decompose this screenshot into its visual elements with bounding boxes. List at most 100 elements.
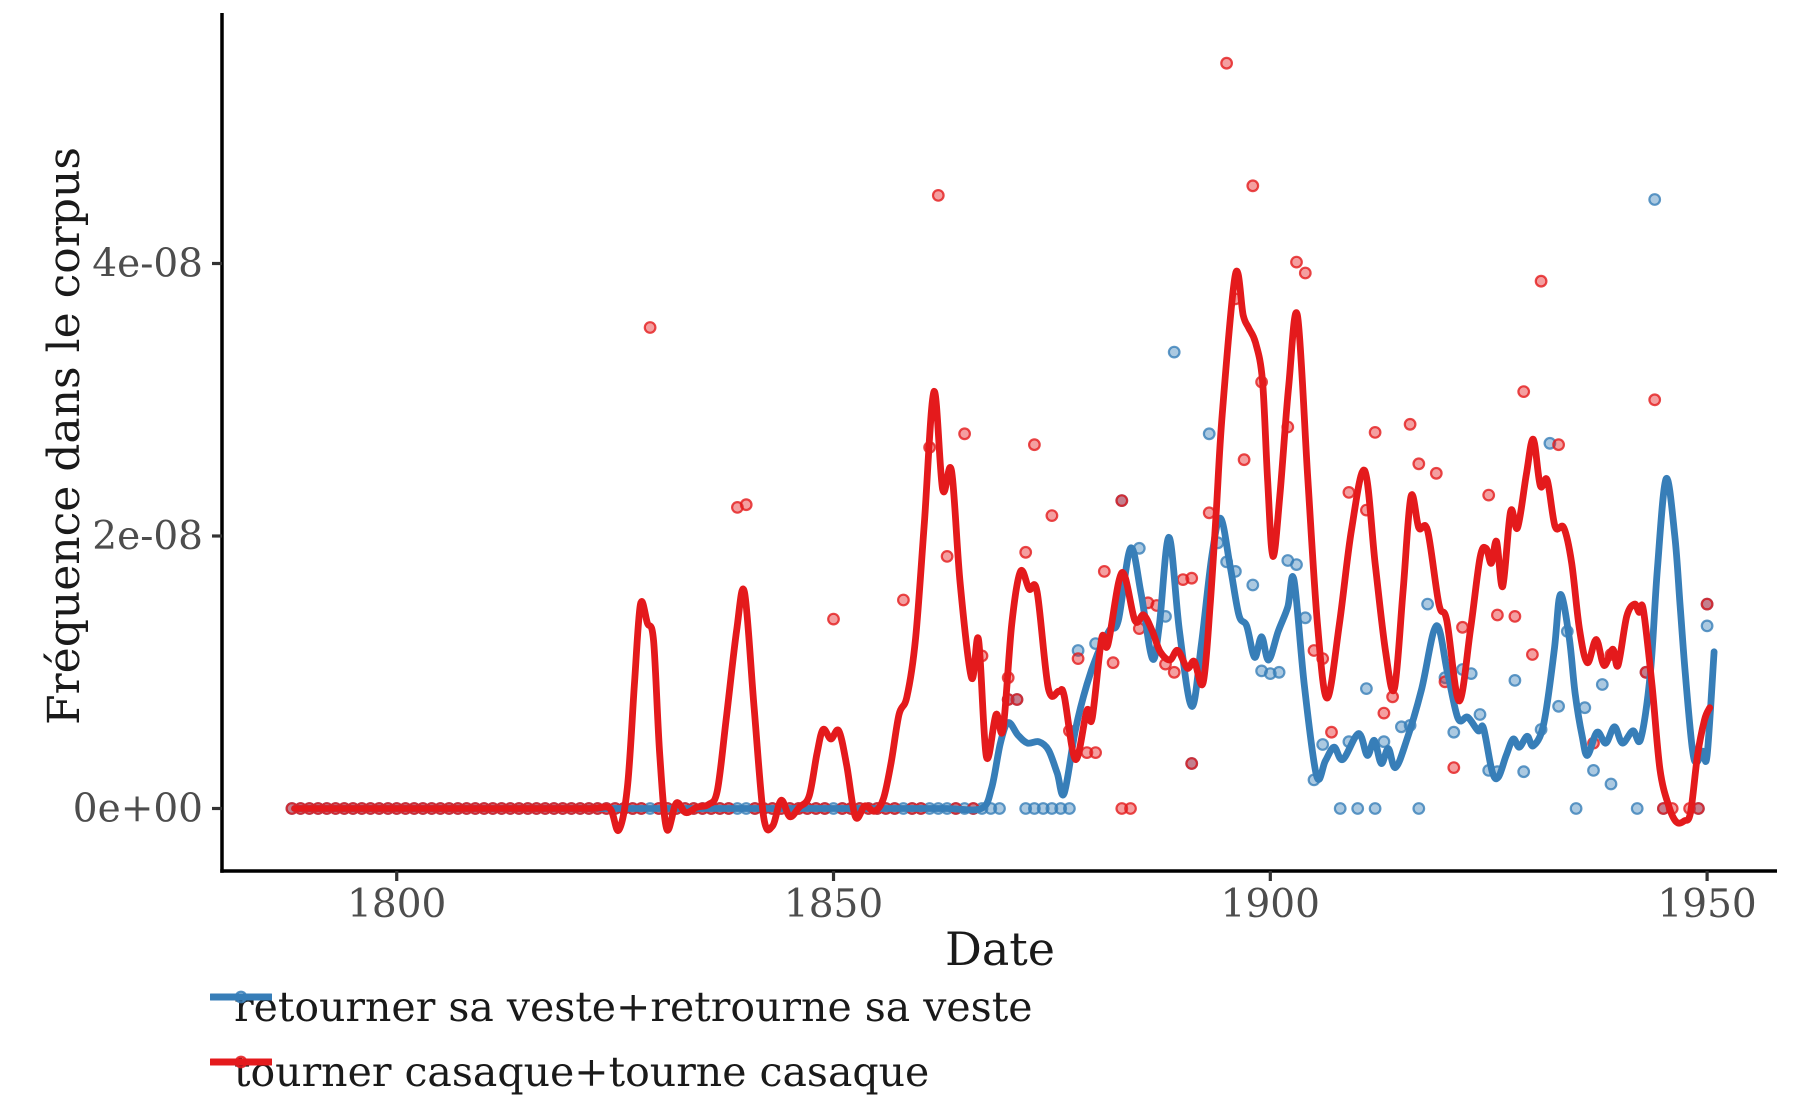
legend-point-blue bbox=[234, 990, 248, 1004]
y-tick-label: 0e+00 bbox=[73, 787, 203, 832]
data-point-red bbox=[1124, 802, 1137, 815]
data-point-red bbox=[1089, 746, 1102, 759]
data-point-red bbox=[1185, 571, 1199, 585]
data-point-blue bbox=[1604, 777, 1618, 791]
data-point-blue bbox=[1368, 802, 1382, 815]
data-point-red bbox=[1456, 620, 1469, 634]
data-point-blue bbox=[1412, 802, 1426, 815]
data-point-red bbox=[1403, 417, 1417, 431]
data-point-red bbox=[1246, 179, 1260, 193]
data-point-red bbox=[1517, 385, 1531, 399]
data-point-red bbox=[1552, 438, 1565, 452]
data-point-red bbox=[1045, 509, 1059, 522]
data-point-blue bbox=[1290, 558, 1303, 571]
data-point-red bbox=[1342, 486, 1356, 499]
smoothed-line-blue bbox=[291, 475, 1718, 814]
data-point-blue bbox=[1630, 802, 1644, 815]
axes-layer bbox=[212, 13, 1777, 881]
data-point-red bbox=[1115, 802, 1129, 815]
data-point-red bbox=[1097, 565, 1111, 578]
data-point-red bbox=[1019, 545, 1033, 559]
data-point-blue-zero bbox=[1027, 802, 1041, 815]
smoothed-line-red bbox=[291, 267, 1714, 834]
data-point-red bbox=[1490, 608, 1504, 622]
smoothed-lines-layer bbox=[291, 267, 1718, 834]
data-point-red bbox=[1027, 438, 1041, 452]
data-point-blue bbox=[1272, 665, 1286, 679]
data-point-blue bbox=[1359, 682, 1373, 695]
data-point-blue-zero bbox=[1045, 802, 1059, 815]
scatter-points-layer bbox=[285, 56, 1714, 815]
data-point-red bbox=[1447, 761, 1461, 774]
data-point-blue bbox=[1351, 802, 1365, 815]
data-point-blue bbox=[1569, 802, 1583, 815]
tick-labels-layer: 0e+00 2e-08 4e-08 1800 1850 1900 1950 bbox=[73, 242, 1757, 928]
data-point-red bbox=[1525, 648, 1539, 661]
data-point-red bbox=[1325, 725, 1338, 739]
legend-point-red bbox=[234, 1055, 248, 1069]
x-tick-label: 1900 bbox=[1221, 882, 1320, 927]
legend-key-line-blue bbox=[210, 990, 272, 1004]
data-point-red bbox=[643, 321, 657, 334]
data-point-blue-zero bbox=[1054, 802, 1068, 815]
y-axis-title: Fréquence dans le corpus bbox=[39, 147, 90, 725]
data-point-red bbox=[1508, 610, 1522, 623]
data-point-blue bbox=[1246, 578, 1260, 592]
data-point-red bbox=[1648, 393, 1662, 407]
data-point-red bbox=[1482, 488, 1496, 502]
legend-item-retourner-sa-veste: retourner sa veste+retrourne sa veste bbox=[210, 983, 1033, 1031]
data-point-overlap-red bbox=[1700, 597, 1714, 611]
data-point-red bbox=[897, 593, 910, 607]
data-point-red bbox=[1368, 426, 1382, 439]
data-point-blue bbox=[1595, 678, 1609, 691]
y-tick-label: 4e-08 bbox=[92, 242, 203, 287]
data-point-red bbox=[1298, 266, 1312, 280]
data-point-blue bbox=[1648, 193, 1662, 206]
x-axis-title: Date bbox=[944, 922, 1055, 976]
data-point-blue bbox=[1473, 708, 1487, 721]
data-point-red bbox=[1534, 274, 1548, 288]
data-point-overlap-red bbox=[1115, 494, 1129, 508]
data-point-red bbox=[940, 550, 954, 563]
data-point-red bbox=[1290, 255, 1303, 269]
data-point-blue bbox=[1447, 725, 1461, 739]
legend-label-red: tourner casaque+tourne casaque bbox=[234, 1048, 930, 1096]
x-tick-label: 1800 bbox=[347, 882, 446, 927]
data-point-blue bbox=[1587, 764, 1600, 777]
data-point-red bbox=[827, 612, 840, 626]
data-point-red bbox=[958, 427, 971, 441]
data-point-blue bbox=[1167, 345, 1181, 359]
data-point-red bbox=[1412, 457, 1426, 471]
data-point-overlap-red bbox=[1010, 693, 1024, 706]
x-tick-label: 1950 bbox=[1657, 882, 1756, 927]
data-point-blue bbox=[1316, 738, 1330, 751]
data-point-blue-zero bbox=[1062, 802, 1076, 815]
legend-key-line-red bbox=[210, 1055, 272, 1069]
data-point-red bbox=[1237, 453, 1251, 467]
data-point-red bbox=[739, 498, 753, 512]
x-tick-label: 1850 bbox=[784, 882, 883, 927]
data-point-blue bbox=[1377, 735, 1391, 749]
data-point-blue-zero bbox=[993, 802, 1006, 815]
legend-label-blue: retourner sa veste+retrourne sa veste bbox=[234, 983, 1033, 1031]
data-point-blue bbox=[1202, 427, 1216, 441]
data-point-red bbox=[931, 188, 945, 202]
data-point-blue bbox=[1508, 674, 1522, 687]
data-point-red bbox=[1167, 665, 1181, 679]
data-point-blue bbox=[1517, 765, 1531, 779]
data-point-blue bbox=[1552, 699, 1565, 713]
data-point-red bbox=[1429, 466, 1443, 480]
data-point-red bbox=[1071, 652, 1085, 665]
data-point-blue-zero bbox=[1019, 802, 1033, 815]
data-point-blue bbox=[1421, 597, 1434, 611]
data-point-red bbox=[1220, 56, 1233, 70]
data-point-red bbox=[1377, 706, 1391, 720]
data-point-red bbox=[1106, 656, 1120, 670]
data-point-overlap-red bbox=[1185, 757, 1199, 770]
data-point-blue bbox=[1333, 802, 1347, 815]
legend-item-tourner-casaque: tourner casaque+tourne casaque bbox=[210, 1048, 930, 1096]
data-point-blue-zero bbox=[1036, 802, 1050, 815]
y-tick-label: 2e-08 bbox=[92, 514, 203, 559]
